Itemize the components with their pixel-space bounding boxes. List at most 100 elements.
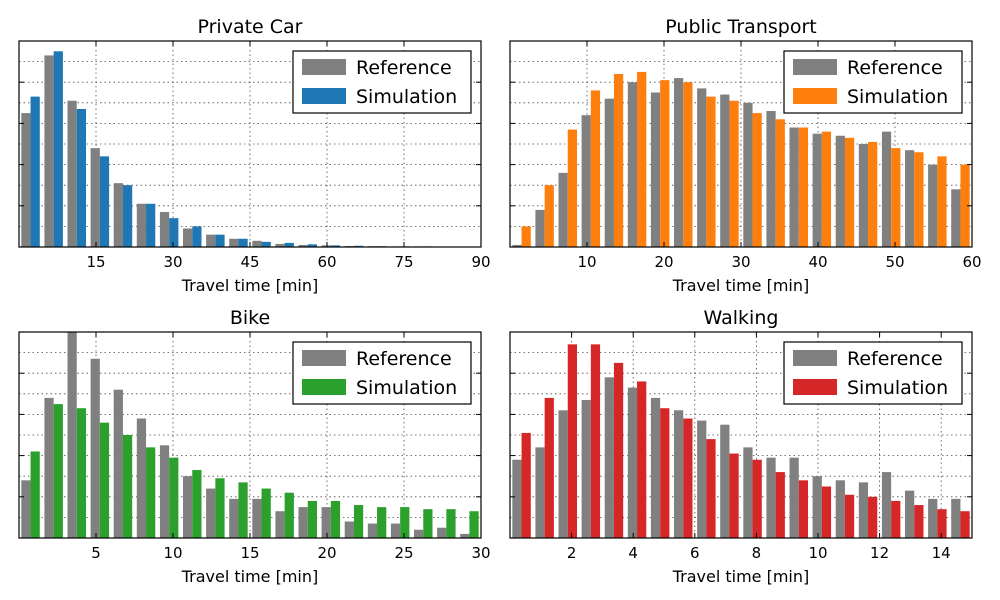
bar-simulation-7 bbox=[683, 82, 693, 247]
x-tick-label: 15 bbox=[240, 544, 259, 562]
bar-reference-9 bbox=[720, 424, 730, 538]
bar-simulation-16 bbox=[400, 507, 410, 538]
x-tick-label: 6 bbox=[690, 544, 700, 562]
bar-simulation-19 bbox=[960, 511, 970, 538]
bar-reference-5 bbox=[136, 418, 147, 538]
bar-simulation-13 bbox=[821, 131, 832, 247]
legend-label-reference: Reference bbox=[847, 348, 943, 370]
bar-simulation-6 bbox=[660, 80, 670, 247]
x-axis-label: Travel time [min] bbox=[672, 567, 810, 586]
bar-simulation-17 bbox=[914, 505, 924, 538]
x-tick-label: 10 bbox=[808, 544, 827, 562]
bar-simulation-10 bbox=[261, 241, 271, 247]
legend: Reference Simulation bbox=[292, 341, 472, 405]
legend: Reference Simulation bbox=[783, 50, 963, 114]
bar-simulation-17 bbox=[914, 152, 924, 247]
bar-reference-11 bbox=[766, 457, 776, 538]
bar-reference-13 bbox=[321, 507, 331, 538]
legend-swatch-reference bbox=[793, 350, 837, 366]
bar-reference-14 bbox=[835, 135, 845, 247]
x-tick-label: 90 bbox=[471, 253, 490, 271]
bar-reference-7 bbox=[674, 78, 684, 247]
legend: Reference Simulation bbox=[783, 341, 963, 405]
bar-simulation-17 bbox=[423, 509, 433, 538]
bar-reference-17 bbox=[905, 490, 915, 538]
bar-reference-3 bbox=[90, 358, 100, 538]
bar-simulation-18 bbox=[446, 509, 456, 538]
panel-3: 5 10 15 20 25 30 Bike Travel time [min] Referenc… bbox=[18, 307, 491, 586]
bar-reference-1 bbox=[535, 209, 545, 247]
legend-label-simulation: Simulation bbox=[356, 377, 457, 399]
legend-swatch-simulation bbox=[302, 88, 346, 104]
bar-simulation-3 bbox=[590, 344, 601, 538]
bar-simulation-3 bbox=[99, 156, 110, 247]
bar-simulation-13 bbox=[821, 486, 832, 538]
bar-reference-4 bbox=[604, 98, 614, 248]
bar-reference-11 bbox=[275, 243, 285, 247]
bar-reference-3 bbox=[581, 115, 591, 247]
bar-simulation-2 bbox=[76, 108, 86, 247]
x-tick-label: 25 bbox=[394, 544, 413, 562]
legend: Reference Simulation bbox=[292, 50, 472, 114]
plot-frame bbox=[509, 331, 973, 539]
bar-reference-0 bbox=[512, 459, 522, 538]
bar-reference-19 bbox=[460, 533, 470, 538]
bar-reference-18 bbox=[928, 498, 938, 538]
bar-reference-6 bbox=[159, 445, 170, 538]
panel-4: 2 4 6 8 10 12 14 Walking Travel time [min] Refere… bbox=[509, 307, 973, 586]
x-tick-label: 14 bbox=[932, 544, 951, 562]
bar-simulation-2 bbox=[567, 129, 577, 247]
bar-reference-16 bbox=[881, 131, 892, 247]
bar-reference-11 bbox=[275, 511, 285, 538]
x-tick-label: 20 bbox=[654, 253, 673, 271]
bar-simulation-14 bbox=[844, 137, 855, 247]
bar-reference-5 bbox=[627, 82, 638, 247]
bar-reference-0 bbox=[512, 244, 522, 247]
bar-reference-12 bbox=[789, 127, 799, 247]
bar-simulation-8 bbox=[215, 234, 225, 247]
legend-swatch-simulation bbox=[793, 379, 837, 395]
x-tick-label: 10 bbox=[163, 544, 182, 562]
panel-title: Bike bbox=[230, 307, 270, 329]
bar-reference-14 bbox=[835, 480, 845, 538]
bar-reference-17 bbox=[414, 529, 424, 538]
bar-reference-15 bbox=[858, 144, 869, 247]
bar-simulation-12 bbox=[307, 500, 317, 538]
bar-reference-8 bbox=[697, 88, 707, 247]
bar-simulation-19 bbox=[960, 164, 970, 247]
bar-simulation-6 bbox=[169, 457, 179, 538]
bar-reference-8 bbox=[206, 488, 216, 538]
bar-reference-17 bbox=[905, 150, 915, 247]
bar-reference-1 bbox=[535, 447, 545, 538]
bar-reference-13 bbox=[812, 476, 822, 538]
bar-simulation-4 bbox=[122, 185, 133, 247]
legend-swatch-simulation bbox=[793, 88, 837, 104]
bar-reference-9 bbox=[229, 238, 239, 247]
bar-reference-6 bbox=[650, 397, 661, 538]
bar-reference-6 bbox=[159, 211, 170, 247]
bar-reference-5 bbox=[136, 203, 147, 247]
bar-simulation-18 bbox=[937, 156, 947, 247]
panel-2: 10 20 30 40 50 60 Public Transport Travel time … bbox=[509, 16, 982, 295]
bar-reference-0 bbox=[21, 480, 31, 538]
bar-simulation-9 bbox=[729, 100, 739, 248]
legend-swatch-simulation bbox=[302, 379, 346, 395]
bar-simulation-15 bbox=[377, 507, 387, 538]
bar-reference-16 bbox=[881, 472, 892, 538]
bar-simulation-10 bbox=[752, 113, 762, 247]
legend-label-simulation: Simulation bbox=[847, 86, 948, 108]
bar-reference-8 bbox=[697, 420, 707, 538]
bar-simulation-15 bbox=[868, 496, 878, 538]
bar-reference-10 bbox=[743, 447, 753, 538]
legend-label-reference: Reference bbox=[847, 57, 943, 79]
bar-simulation-11 bbox=[284, 492, 294, 538]
x-tick-label: 45 bbox=[240, 253, 259, 271]
x-tick-label: 40 bbox=[808, 253, 827, 271]
bar-simulation-18 bbox=[937, 509, 947, 538]
bar-reference-15 bbox=[367, 523, 378, 538]
x-tick-label: 2 bbox=[567, 544, 577, 562]
bar-reference-18 bbox=[928, 164, 938, 247]
bar-simulation-8 bbox=[706, 96, 716, 248]
